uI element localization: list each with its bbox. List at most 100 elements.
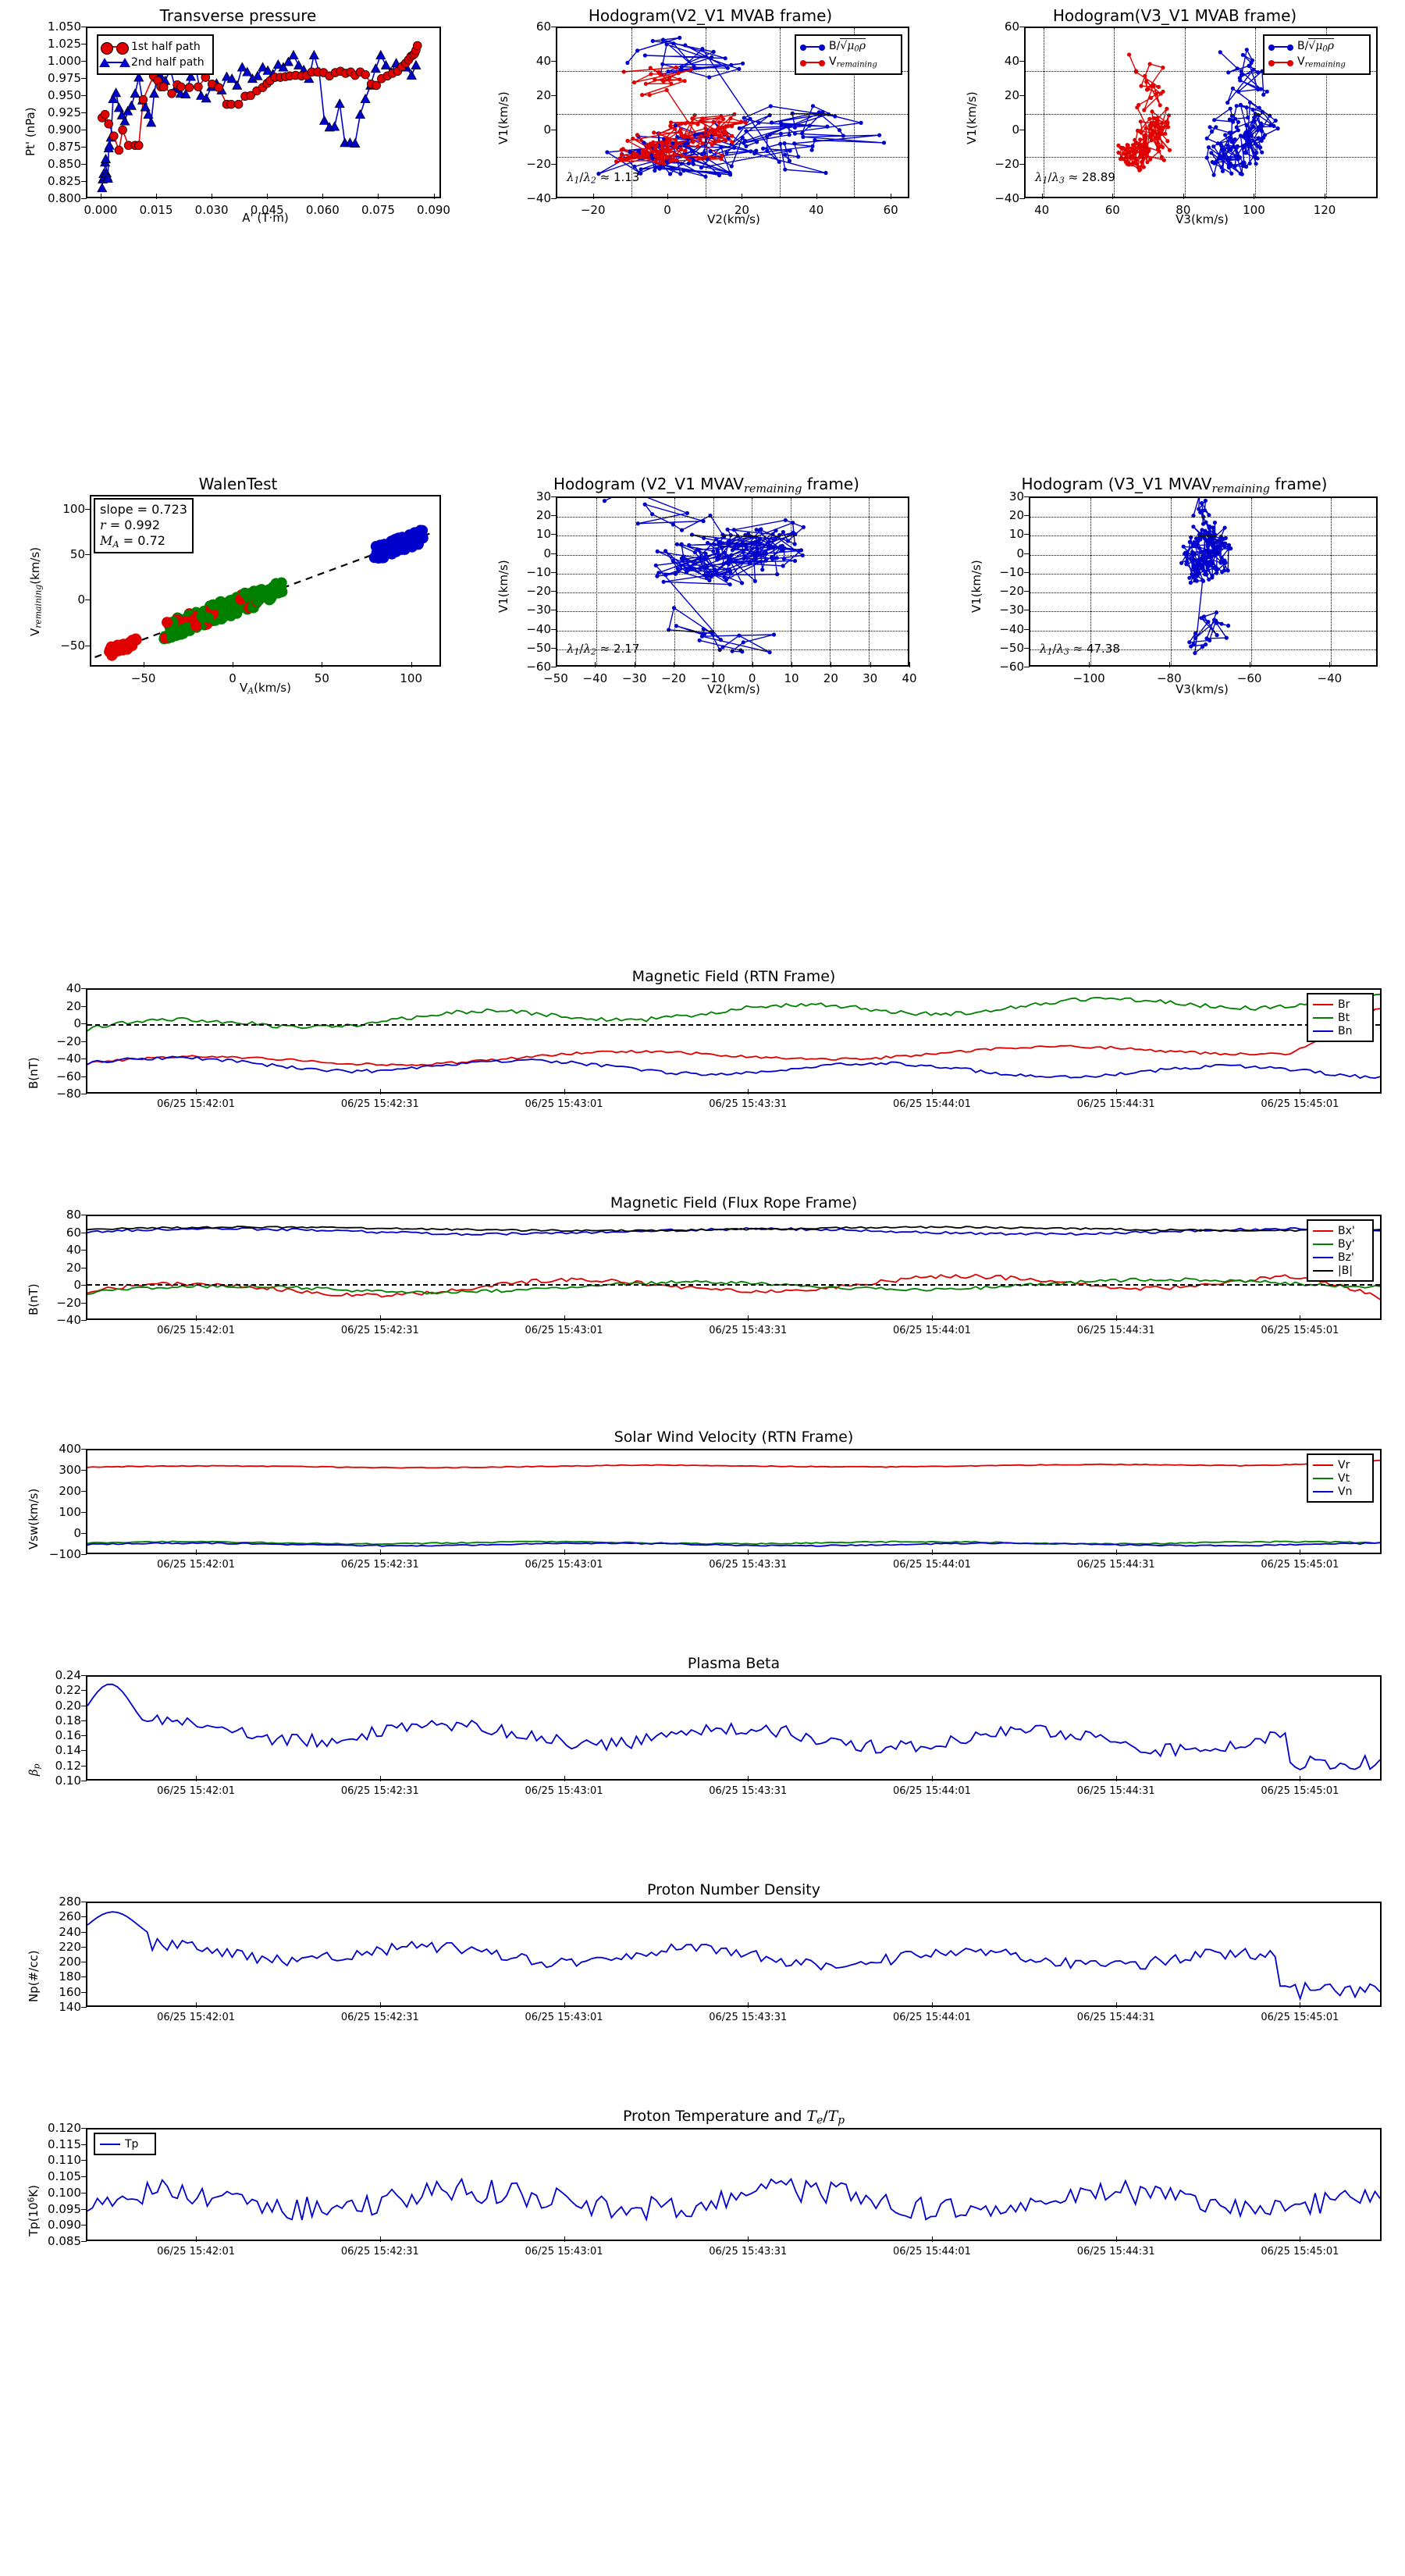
y-tick-label: 30 <box>535 489 551 503</box>
x-tick-mark <box>267 194 269 199</box>
y-tick-label: 0 <box>1012 123 1019 137</box>
y-tick-label: 0.095 <box>48 2201 81 2216</box>
y-tick-label: 10 <box>535 527 551 542</box>
time-tick-mark <box>1115 1550 1117 1555</box>
x-tick-mark <box>667 194 669 199</box>
y-tick-label: 240 <box>59 1924 81 1939</box>
legend-proton-temp: Tp <box>94 2133 156 2155</box>
x-tick-label: −20 <box>580 203 606 217</box>
x-axis-label: VA(km/s) <box>240 681 291 696</box>
y-tick-mark <box>1019 164 1025 165</box>
legend-label: Br <box>1338 998 1350 1011</box>
y-tick-mark <box>81 1735 87 1737</box>
time-tick-mark <box>1115 2236 1117 2242</box>
legend-b-fluxrope: Bx' By' Bz' |B| <box>1307 1219 1374 1282</box>
x-tick-mark <box>156 194 158 199</box>
time-tick-mark <box>379 2002 381 2008</box>
y-tick-label: −80 <box>56 1087 81 1101</box>
y-tick-mark <box>1024 571 1030 573</box>
y-tick-mark <box>81 1750 87 1752</box>
y-tick-mark <box>81 1076 87 1077</box>
x-tick-label: 0.060 <box>305 203 340 217</box>
y-tick-mark <box>85 508 91 510</box>
y-axis-label: V1(km/s) <box>496 560 510 613</box>
y-tick-label: 0.975 <box>48 71 81 85</box>
x-tick-label: −50 <box>543 671 568 685</box>
x-axis-label: V2(km/s) <box>707 682 760 696</box>
y-tick-mark <box>81 164 87 165</box>
y-tick-label: 0.800 <box>48 191 81 205</box>
y-tick-mark <box>81 1491 87 1492</box>
legend-label-alfven: B/√μ0ρ <box>829 38 866 54</box>
y-tick-label: 60 <box>1004 20 1019 34</box>
time-tick-mark <box>748 1776 749 1781</box>
time-tick-mark <box>931 2002 933 2008</box>
legend-swatch-vt <box>1313 1477 1333 1479</box>
y-tick-mark <box>1019 95 1025 96</box>
legend-item: Vr <box>1313 1458 1368 1471</box>
b_rtn-trace <box>87 993 1380 1080</box>
transverse-pressure-trace <box>97 41 422 193</box>
y-tick-label: 160 <box>59 1984 81 1999</box>
eigenvalue-annotation: λ1/λ3 ≈ 28.89 <box>1035 170 1115 186</box>
y-tick-label: 0.14 <box>55 1743 81 1758</box>
y-tick-label: 1.025 <box>48 37 81 51</box>
y-tick-label: −20 <box>56 1034 81 1048</box>
legend-swatch-vremaining <box>800 60 825 66</box>
plot-area <box>86 988 1382 1094</box>
y-tick-mark <box>551 553 557 554</box>
y-tick-label: 20 <box>1008 508 1024 523</box>
y-tick-label: −50 <box>526 640 551 655</box>
y-tick-label: −20 <box>56 1295 81 1310</box>
y-tick-label: 50 <box>69 546 85 561</box>
y-tick-label: 0 <box>543 546 551 560</box>
x-tick-mark <box>870 662 871 667</box>
y-axis-label: βp <box>27 1763 42 1776</box>
y-tick-label: 0.24 <box>55 1668 81 1682</box>
y-tick-label: 0 <box>73 1016 81 1030</box>
x-tick-label: 0.015 <box>139 203 173 217</box>
time-tick-label: 06/25 15:43:31 <box>709 1559 788 1571</box>
legend-label: Bt <box>1338 1011 1350 1024</box>
panel-title: Hodogram (V2_V1 MVAVremaining frame) <box>553 475 859 496</box>
y-tick-label: −40 <box>994 191 1019 205</box>
panel-title: Hodogram(V3_V1 MVAB frame) <box>1052 6 1297 25</box>
proton_density-trace <box>87 1911 1380 2001</box>
y-tick-mark <box>1024 647 1030 649</box>
x-tick-label: 20 <box>823 671 838 685</box>
y-tick-label: 180 <box>59 1969 81 1984</box>
y-tick-label: 0 <box>73 1278 81 1292</box>
plot-area <box>86 1902 1382 2007</box>
y-tick-mark <box>1024 534 1030 535</box>
y-tick-label: −20 <box>994 157 1019 171</box>
y-tick-mark <box>81 1675 87 1676</box>
time-tick-mark <box>564 1776 565 1781</box>
panel-title: Hodogram (V3_V1 MVAVremaining frame) <box>1021 475 1328 496</box>
y-tick-mark <box>1024 553 1030 554</box>
legend-swatch-br <box>1313 1003 1333 1005</box>
y-tick-label: 0.100 <box>48 2185 81 2200</box>
y-tick-mark <box>1019 198 1025 199</box>
eigenvalue-annotation: λ1/λ2 ≈ 2.17 <box>567 642 640 657</box>
panel-title: Magnetic Field (Flux Rope Frame) <box>610 1194 858 1212</box>
x-tick-label: 50 <box>314 671 329 685</box>
time-tick-label: 06/25 15:42:31 <box>340 1785 419 1797</box>
time-tick-mark <box>931 1776 933 1781</box>
x-tick-label: 40 <box>809 203 824 217</box>
time-tick-mark <box>196 2002 197 2008</box>
panel-b-rtn: Magnetic Field (RTN Frame) 40 20 0 −20 −40 −60… <box>0 968 1405 1128</box>
time-tick-label: 06/25 15:43:01 <box>525 1785 603 1797</box>
y-axis-label: V1(km/s) <box>969 560 984 613</box>
legend-label: Vt <box>1338 1471 1350 1485</box>
legend-item: Bn <box>1313 1024 1368 1037</box>
legend-label-vremaining: Vremaining <box>829 55 877 69</box>
x-tick-label: 60 <box>883 203 898 217</box>
y-tick-mark <box>81 61 87 62</box>
time-tick-label: 06/25 15:42:31 <box>340 1559 419 1571</box>
legend-item: B/√μ0ρ <box>1268 38 1364 55</box>
panel-title: Proton Number Density <box>647 1881 820 1898</box>
y-tick-mark <box>1024 496 1030 497</box>
time-tick-mark <box>931 1550 933 1555</box>
x-tick-label: 20 <box>734 203 749 217</box>
